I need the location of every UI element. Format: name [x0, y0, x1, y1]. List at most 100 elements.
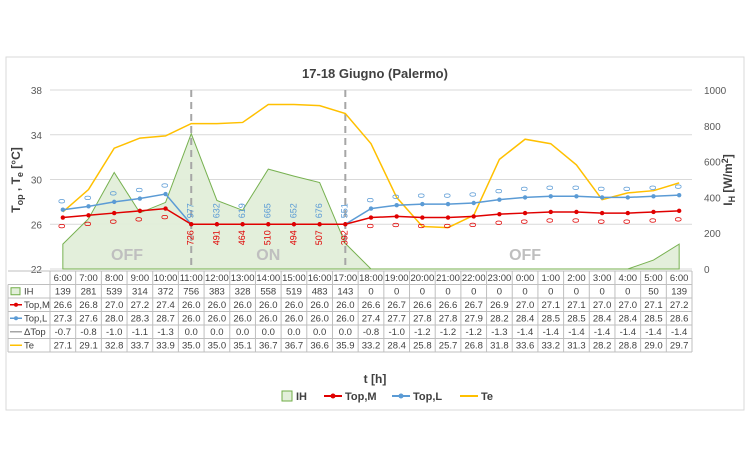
x-tick-label: 10:00	[154, 273, 178, 284]
series-point-Top,L	[651, 194, 656, 199]
table-cell: 28.2	[490, 314, 509, 325]
table-cell: 483	[312, 287, 328, 298]
y-axis-left-label-t1: T	[9, 205, 23, 213]
point-label-lower: 464	[237, 230, 247, 245]
table-cell: 539	[106, 287, 122, 298]
point-label-lower: 0	[83, 221, 93, 226]
series-point-Top,L	[394, 203, 399, 208]
table-row-header: Top,M	[24, 300, 50, 311]
series-point-Top,M	[317, 222, 322, 227]
table-cell: 35.1	[233, 341, 252, 352]
table-cell: -0.8	[80, 327, 96, 338]
point-label-upper: 551	[340, 203, 350, 218]
x-tick-label: 18:00	[359, 273, 383, 284]
table-cell: 33.9	[156, 341, 175, 352]
point-label-upper: 632	[211, 203, 221, 218]
table-cell: -1.2	[440, 327, 456, 338]
table-cell: 27.9	[464, 314, 483, 325]
point-label-lower: 510	[263, 230, 273, 245]
table-cell: 519	[286, 287, 302, 298]
table-cell: -0.8	[363, 327, 379, 338]
table-cell: 26.6	[362, 300, 381, 311]
point-label-upper: 0	[545, 185, 555, 190]
table-cell: 143	[337, 287, 353, 298]
y-tick-right: 600	[704, 158, 721, 169]
series-point-Top,M	[291, 222, 297, 227]
table-cell: 0.0	[210, 327, 223, 338]
x-tick-label: 9:00	[131, 273, 150, 284]
point-label-lower: 0	[622, 219, 632, 224]
series-lines-layer	[60, 103, 682, 229]
y-axis-left-label-s2: e	[15, 172, 25, 177]
table-cell: 27.0	[105, 300, 124, 311]
table-cell: 32.8	[105, 341, 124, 352]
point-label-upper: 0	[571, 185, 581, 190]
table-cell: 0	[471, 287, 476, 298]
series-point-Top,L	[625, 195, 630, 200]
point-label-lower: 0	[648, 218, 658, 223]
data-table: 6:00 7:00 8:00 9:00 10:00 11:00 12:00 13:00 14:0…	[7, 270, 693, 353]
point-label-lower: 0	[365, 224, 375, 229]
point-label-upper: 0	[442, 193, 452, 198]
point-label-upper: 665	[263, 203, 273, 218]
point-label-lower: 726	[186, 230, 196, 245]
y-axis-right-label-s1: H	[727, 196, 737, 203]
table-cell: -1.4	[671, 327, 687, 338]
series-point-Top,M	[112, 210, 117, 216]
table-cell: 0	[394, 287, 399, 298]
y-axis-right-label-t1: I	[721, 202, 735, 205]
table-row-header: Te	[24, 341, 34, 352]
point-label-upper: 0	[83, 195, 93, 200]
point-label-lower: 0	[134, 217, 144, 222]
series-point-Top,M	[137, 208, 143, 214]
point-label-lower: 0	[545, 218, 555, 223]
legend-label: Te	[481, 391, 493, 403]
point-label-lower: 0	[109, 219, 119, 224]
point-label-upper: 0	[417, 193, 427, 198]
point-label-lower: 0	[391, 222, 401, 227]
point-label-lower: 507	[314, 230, 324, 245]
legend-label: Top,L	[413, 391, 442, 403]
point-label-lower: 0	[57, 224, 67, 229]
annotation-label: ON	[256, 247, 280, 264]
y-axis-left-label-t2: T	[9, 176, 23, 184]
x-tick-label: 5:00	[644, 273, 663, 284]
x-tick-label: 7:00	[79, 273, 98, 284]
table-cell: 26.0	[182, 300, 201, 311]
y-tick-right: 200	[704, 229, 721, 240]
table-key-IH	[10, 287, 21, 296]
y-axis-left-label: Top , Te [°C]	[9, 147, 25, 213]
table-cell: 27.1	[567, 300, 586, 311]
series-point-Top,M	[163, 206, 168, 211]
series-point-Top,M	[420, 215, 425, 220]
legend-key-IH	[281, 390, 293, 402]
table-cell: -1.3	[491, 327, 507, 338]
table-cell: 36.6	[310, 341, 329, 352]
table-cell: 27.6	[79, 314, 98, 325]
table-cell: 26.6	[54, 300, 73, 311]
table-cell: 0.0	[262, 327, 275, 338]
point-label-lower: 0	[674, 217, 684, 222]
point-label-upper: 0	[596, 186, 606, 191]
series-point-Top,M	[574, 209, 579, 215]
table-cell: 0	[445, 287, 450, 298]
dashed-lines-layer	[190, 90, 347, 269]
table-cell: 27.3	[54, 314, 73, 325]
table-cell: 139	[55, 287, 71, 298]
point-label-lower: 494	[288, 230, 298, 245]
table-cell: 0.0	[185, 327, 198, 338]
table-cell: -1.4	[543, 327, 559, 338]
chart-title: 17-18 Giugno (Palermo)	[302, 66, 448, 81]
legend-marker-Top,L	[398, 393, 404, 399]
x-tick-label: 1:00	[542, 273, 561, 284]
y-tick-left: 26	[31, 220, 43, 231]
table-cell: 139	[671, 287, 687, 298]
point-label-upper: 652	[288, 203, 298, 218]
table-cell: -1.0	[388, 327, 404, 338]
series-point-Top,M	[394, 214, 399, 219]
x-tick-label: 22:00	[462, 273, 486, 284]
table-cell: 28.7	[156, 314, 175, 325]
series-point-Top,L	[445, 201, 451, 207]
table-cell: 26.6	[413, 300, 432, 311]
table-cell: 35.0	[182, 341, 201, 352]
